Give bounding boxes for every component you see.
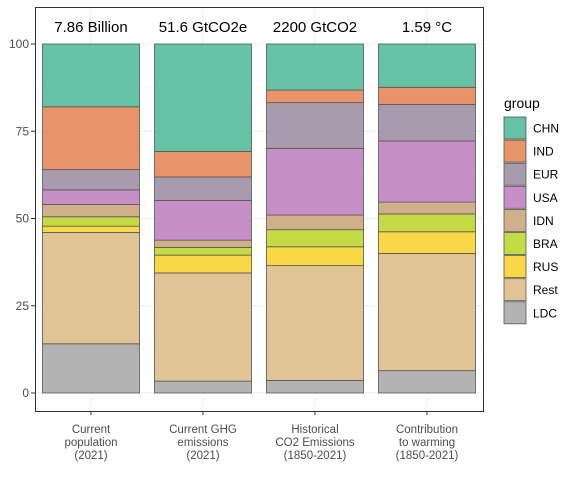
bar-segment-rest-4 (378, 252, 476, 372)
y-tick-label: 75 (16, 124, 30, 138)
bar-segment-rest-1 (42, 232, 140, 345)
x-tick-label: Historical CO2 Emissions (1850-2021) (275, 424, 354, 462)
x-tick-label-line: Current GHG (169, 424, 237, 436)
y-tick-label: 100 (9, 37, 29, 51)
legend-key-rus (503, 255, 527, 279)
x-tick-label: Current population (2021) (64, 424, 117, 462)
bar-segment-ind-2 (154, 151, 252, 178)
bar-segment-chn-3 (266, 43, 364, 91)
x-tick-label-line: (1850-2021) (284, 450, 347, 462)
legend-key-bra (503, 232, 527, 255)
bar-segment-ind-1 (42, 106, 140, 171)
bar-segment-bra-3 (266, 229, 364, 248)
legend-label-usa: USA (533, 191, 558, 205)
panel-border (35, 7, 484, 412)
legend-key-eur (503, 162, 527, 186)
bar-segment-rest-2 (154, 272, 252, 382)
top-label: 1.59 °C (402, 19, 452, 36)
bar-segment-ldc-2 (154, 380, 252, 394)
top-label: 51.6 GtCO2e (159, 19, 247, 36)
legend-label-eur: EUR (533, 168, 559, 182)
bar-segment-rus-1 (42, 225, 140, 233)
x-tick-label-line: Current (72, 424, 111, 436)
legend-title: group (504, 95, 540, 111)
bar-segment-eur-1 (42, 169, 140, 191)
legend-label-rest: Rest (533, 283, 558, 297)
bar-segment-chn-4 (378, 43, 476, 88)
bar-segment-ind-3 (266, 89, 364, 104)
x-tick-label-line: to warming (399, 437, 455, 449)
bar-segment-chn-1 (42, 43, 140, 108)
legend-label-ldc: LDC (533, 306, 557, 320)
bar-segment-eur-3 (266, 102, 364, 149)
legend-label-chn: CHN (533, 122, 559, 136)
bar-segment-usa-3 (266, 147, 364, 216)
bar-segment-rus-3 (266, 246, 364, 267)
top-label: 2200 GtCO2 (273, 19, 357, 36)
legend-key-ind (503, 139, 527, 163)
top-labels: 7.86 Billion 51.6 GtCO2e 2200 GtCO2 1.59 °C (54, 19, 452, 36)
bar-segment-ind-4 (378, 86, 476, 105)
x-tick-label-line: Historical (291, 424, 338, 436)
bar-segment-usa-2 (154, 199, 252, 241)
legend: group CHN IND EUR USA IDN BRA RUS Rest LDC (503, 95, 559, 325)
legend-label-bra: BRA (533, 237, 558, 251)
x-tick-label-line: CO2 Emissions (275, 437, 354, 449)
bar-segment-rest-3 (266, 265, 364, 381)
bar-segment-eur-2 (154, 176, 252, 201)
x-tick-label: Current GHG emissions (2021) (169, 424, 237, 462)
bar-segment-idn-4 (378, 201, 476, 215)
bar-segment-idn-1 (42, 204, 140, 218)
y-tick-label: 25 (16, 299, 30, 313)
x-tick-label-line: (1850-2021) (396, 450, 459, 462)
y-tick-label: 0 (22, 386, 29, 400)
bar-segment-bra-2 (154, 247, 252, 256)
legend-key-usa (503, 185, 527, 209)
legend-label-ind: IND (533, 145, 554, 159)
bar-segment-ldc-4 (378, 370, 476, 394)
bar-segment-idn-3 (266, 214, 364, 231)
bar-segment-usa-1 (42, 189, 140, 205)
bar-segment-bra-4 (378, 213, 476, 233)
bars (42, 43, 476, 394)
legend-key-ldc (503, 301, 527, 325)
bar-segment-bra-1 (42, 216, 140, 227)
x-tick-label-line: Contribution (396, 424, 458, 436)
y-axis: 0 25 50 75 100 (9, 37, 35, 400)
bar-segment-chn-2 (154, 43, 252, 152)
x-tick-label-line: emissions (177, 437, 228, 449)
legend-key-chn (503, 116, 527, 140)
bar-segment-rus-4 (378, 231, 476, 254)
legend-key-rest (503, 278, 527, 302)
bar-segment-rus-2 (154, 254, 252, 274)
bar-segment-usa-4 (378, 140, 476, 203)
top-label: 7.86 Billion (54, 19, 127, 36)
bar-segment-ldc-3 (266, 380, 364, 394)
bar-segment-eur-4 (378, 103, 476, 142)
bar-segment-idn-2 (154, 239, 252, 248)
x-tick-label-line: (2021) (74, 450, 107, 462)
y-tick-label: 50 (16, 212, 30, 226)
x-tick-label: Contribution to warming (1850-2021) (396, 424, 459, 462)
x-tick-label-line: population (64, 437, 117, 449)
x-axis: Current population (2021)Current GHG emissi… (64, 411, 458, 462)
legend-key-idn (503, 208, 527, 232)
legend-label-idn: IDN (533, 214, 554, 228)
bar-segment-ldc-1 (42, 343, 140, 394)
legend-label-rus: RUS (533, 260, 558, 274)
x-tick-label-line: (2021) (186, 450, 219, 462)
